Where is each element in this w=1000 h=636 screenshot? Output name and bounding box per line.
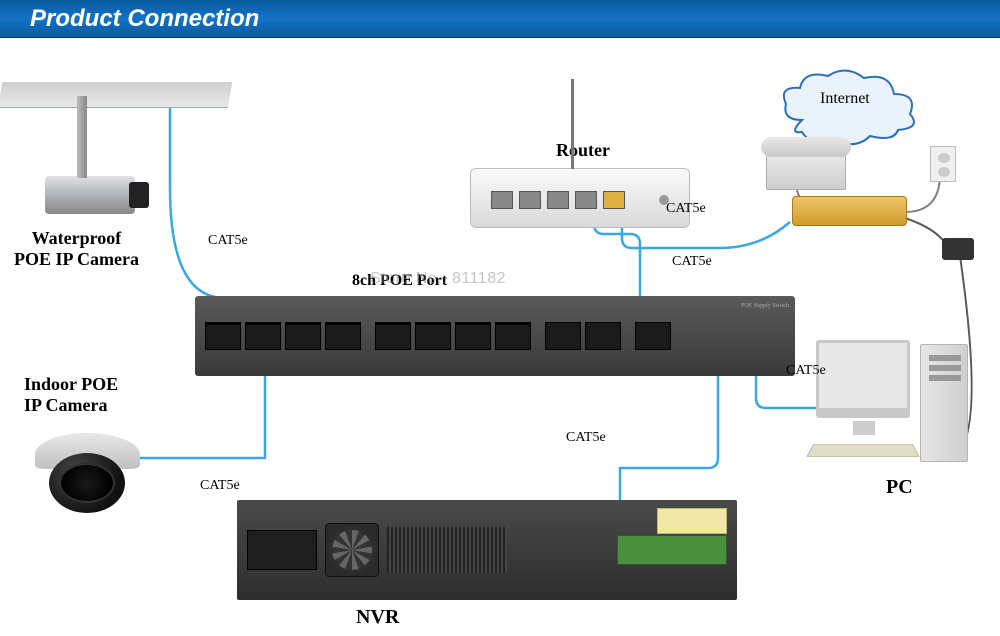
nvr-psu [247, 530, 317, 570]
cable-label-5: CAT5e [786, 363, 826, 379]
nvr-label: NVR [356, 606, 399, 629]
poe-ports-5-8 [375, 322, 531, 350]
ceiling-mount [0, 82, 232, 108]
poe-ports-1-4 [205, 322, 361, 350]
uplink-port-single [635, 322, 671, 350]
nvr-warning-sticker [657, 508, 727, 534]
uplink-ports [545, 322, 621, 350]
nvr-vent [387, 527, 507, 573]
pc-label: PC [886, 476, 913, 499]
cable-label-4: CAT5e [666, 201, 706, 217]
cable-label-3: CAT5e [672, 254, 712, 270]
nvr-device [237, 500, 737, 600]
modem-icon [792, 196, 907, 226]
pc-icon [816, 340, 976, 470]
wall-outlet-icon [930, 146, 956, 182]
phone-icon [766, 146, 846, 190]
indoor-camera-icon [35, 433, 140, 513]
diagram-canvas: Waterproof POE IP Camera Indoor POE IP C… [0, 38, 1000, 636]
router-icon [470, 168, 690, 228]
internet-label: Internet [820, 90, 870, 108]
cable-label-6: CAT5e [566, 430, 606, 446]
nvr-terminal-block [617, 535, 727, 565]
switch-side-text: POE Supply Switch [741, 302, 789, 310]
router-label: Router [556, 140, 610, 161]
cable-label-2: CAT5e [200, 478, 240, 494]
outdoor-camera-label: Waterproof POE IP Camera [14, 228, 139, 270]
outdoor-camera-icon [45, 176, 135, 214]
watermark-text: Store No.: 811182 [370, 270, 506, 288]
indoor-camera-label: Indoor POE IP Camera [24, 374, 118, 416]
poe-switch: POE Supply Switch [195, 296, 795, 376]
nvr-fan-icon [325, 523, 379, 577]
page-title: Product Connection [0, 0, 1000, 38]
power-adapter-icon [942, 238, 974, 260]
cable-label-1: CAT5e [208, 233, 248, 249]
